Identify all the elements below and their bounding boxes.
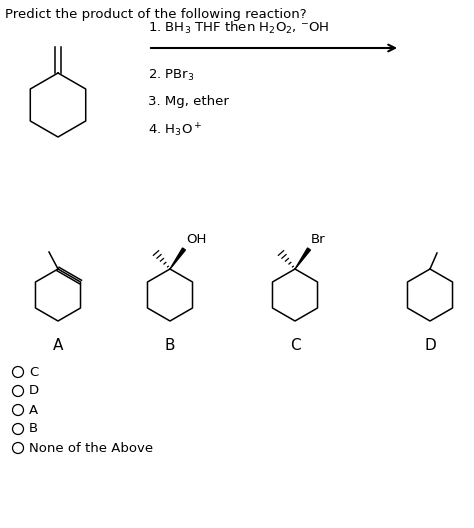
Text: 4. H$_3$O$^+$: 4. H$_3$O$^+$ [148, 122, 202, 139]
Text: Predict the product of the following reaction?: Predict the product of the following rea… [5, 8, 307, 21]
Text: C: C [290, 338, 301, 353]
Text: C: C [29, 365, 38, 379]
Polygon shape [170, 248, 185, 269]
Text: 3. Mg, ether: 3. Mg, ether [148, 95, 229, 108]
Text: None of the Above: None of the Above [29, 441, 153, 455]
Text: 2. PBr$_3$: 2. PBr$_3$ [148, 68, 195, 83]
Text: Br: Br [311, 233, 326, 246]
Text: D: D [29, 384, 39, 398]
Text: D: D [424, 338, 436, 353]
Polygon shape [295, 248, 310, 269]
Text: A: A [53, 338, 63, 353]
Text: B: B [29, 422, 38, 436]
Text: OH: OH [186, 233, 206, 246]
Text: A: A [29, 403, 38, 417]
Text: 1. BH$_3$ THF then H$_2$O$_2$, $^{-}$OH: 1. BH$_3$ THF then H$_2$O$_2$, $^{-}$OH [148, 20, 329, 36]
Text: B: B [165, 338, 175, 353]
